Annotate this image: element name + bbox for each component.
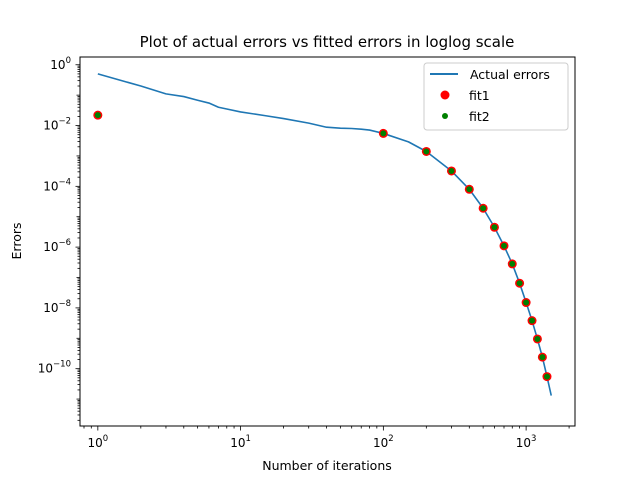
legend-label-fit2: fit2 — [469, 109, 490, 124]
point-fit2 — [466, 186, 473, 193]
y-tick-label: 10−4 — [43, 177, 71, 193]
y-axis: 100 10−2 10−4 10−6 10−8 10−10 — [38, 56, 80, 421]
point-fit2 — [491, 224, 498, 231]
plot-area — [79, 56, 576, 427]
legend-label-fit1: fit1 — [469, 88, 490, 103]
point-fit2 — [529, 317, 536, 324]
point-fit2 — [543, 373, 550, 380]
point-fit2 — [480, 205, 487, 212]
chart-title: Plot of actual errors vs fitted errors i… — [140, 33, 515, 51]
x-axis-label: Number of iterations — [262, 458, 392, 473]
point-fit2 — [509, 260, 516, 267]
point-fit2 — [523, 299, 530, 306]
legend-swatch-fit2 — [442, 113, 448, 119]
point-fit2 — [539, 354, 546, 361]
y-axis-label: Errors — [9, 223, 24, 260]
point-fit2 — [501, 242, 508, 249]
y-tick-label: 10−10 — [38, 360, 71, 376]
x-tick-label: 103 — [516, 434, 537, 450]
x-tick-label: 101 — [230, 434, 251, 450]
series-line-actual-errors — [97, 73, 553, 396]
legend: Actual errors fit1 fit2 — [423, 62, 569, 131]
x-tick-label: 102 — [373, 434, 394, 450]
legend-label-actual-errors: Actual errors — [466, 67, 550, 82]
point-fit2 — [448, 167, 455, 174]
point-fit2 — [423, 148, 430, 155]
point-fit2 — [94, 112, 101, 119]
y-tick-label: 10−8 — [43, 299, 71, 315]
y-tick-label: 10−6 — [43, 238, 71, 254]
point-fit2 — [380, 130, 387, 137]
x-tick-label: 100 — [87, 434, 108, 450]
point-fit2 — [516, 280, 523, 287]
y-tick-label: 10−2 — [43, 117, 71, 133]
series-layer — [93, 73, 553, 396]
y-tick-label: 100 — [50, 56, 71, 72]
legend-swatch-fit1 — [440, 90, 450, 100]
point-fit2 — [534, 335, 541, 342]
x-axis: 100 101 102 103 — [83, 426, 570, 450]
legend-box — [423, 62, 569, 131]
